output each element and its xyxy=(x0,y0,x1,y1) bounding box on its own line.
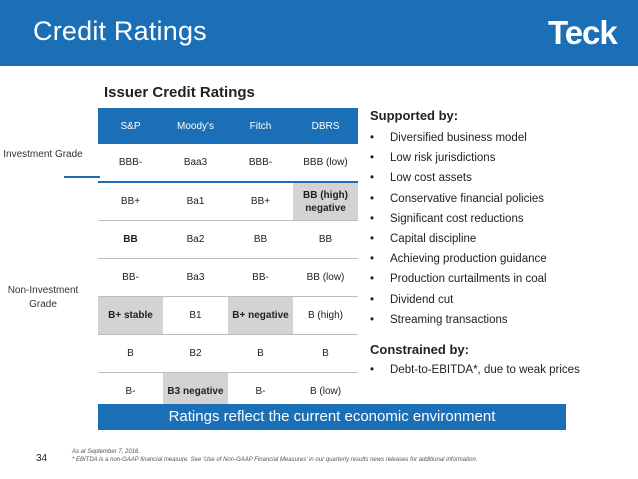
teck-logo: Teck xyxy=(548,14,618,51)
bullet-icon: • xyxy=(370,152,375,165)
table-cell: BB+ xyxy=(98,182,163,221)
table-cell: BB+ xyxy=(228,182,293,221)
table-row: B B2 B B xyxy=(98,334,358,373)
bullet-icon: • xyxy=(370,253,375,266)
list-item: • Diversified business model xyxy=(370,128,547,148)
summary-banner: Ratings reflect the current economic env… xyxy=(98,404,566,430)
table-cell: B xyxy=(228,334,293,373)
table-cell: B (high) xyxy=(293,296,358,335)
footnote-date: As at September 7, 2016. xyxy=(72,449,141,455)
list-item: • Achieving production guidance xyxy=(370,249,547,269)
list-item: • Low cost assets xyxy=(370,168,547,188)
table-row: B+ stable B1 B+ negative B (high) xyxy=(98,296,358,335)
page-title: Credit Ratings xyxy=(33,16,207,46)
list-item: • Capital discipline xyxy=(370,229,547,249)
table-row: BB Ba2 BB BB xyxy=(98,220,358,259)
table-cell: BB (low) xyxy=(293,258,358,297)
table-cell: B xyxy=(293,334,358,373)
table-cell: BBB (low) xyxy=(293,144,358,183)
footnote-ebitda: * EBITDA is a non-GAAP financial measure… xyxy=(72,457,478,463)
table-cell: Baa3 xyxy=(163,144,228,183)
table-cell: BBB- xyxy=(228,144,293,183)
table-cell: BB- xyxy=(228,258,293,297)
list-item: • Significant cost reductions xyxy=(370,209,547,229)
table-cell: B1 xyxy=(163,296,228,335)
bullet-icon: • xyxy=(370,273,375,286)
footnotes: As at September 7, 2016. * EBITDA is a n… xyxy=(72,448,477,464)
table-row: BB- Ba3 BB- BB (low) xyxy=(98,258,358,297)
grade-divider-line xyxy=(64,176,100,178)
table-cell-current-dbrs: BB (high) negative xyxy=(293,182,358,221)
list-item: • Conservative financial policies xyxy=(370,189,547,209)
bullet-icon: • xyxy=(370,192,375,205)
list-item: • Debt-to-EBITDA*, due to weak prices xyxy=(370,360,580,380)
page-number: 34 xyxy=(36,453,48,464)
column-header-moodys: Moody's xyxy=(163,108,228,144)
bullet-icon: • xyxy=(370,172,375,185)
constrained-by-heading: Constrained by: xyxy=(370,342,469,357)
table-cell: B2 xyxy=(163,334,228,373)
table-cell: BBB- xyxy=(98,144,163,183)
bullet-icon: • xyxy=(370,232,375,245)
table-row: BB+ Ba1 BB+ BB (high) negative xyxy=(98,182,358,221)
table-cell: BB xyxy=(293,220,358,259)
list-item: • Streaming transactions xyxy=(370,310,547,330)
table-cell-current-fitch: B+ negative xyxy=(228,296,293,335)
bullet-icon: • xyxy=(370,293,375,306)
table-cell: BB xyxy=(98,220,163,259)
supported-by-heading: Supported by: xyxy=(370,108,459,123)
non-investment-grade-label: Non-Investment Grade xyxy=(7,285,79,310)
table-row: BBB- Baa3 BBB- BBB (low) xyxy=(98,144,358,183)
table-cell: Ba3 xyxy=(163,258,228,297)
column-header-sp: S&P xyxy=(98,108,163,144)
list-item: • Low risk jurisdictions xyxy=(370,148,547,168)
constrained-by-list: • Debt-to-EBITDA*, due to weak prices xyxy=(370,360,580,380)
table-cell: B xyxy=(98,334,163,373)
table-cell-current-sp: B+ stable xyxy=(98,296,163,335)
bullet-icon: • xyxy=(370,132,375,144)
list-item: • Dividend cut xyxy=(370,290,547,310)
table-cell: BB- xyxy=(98,258,163,297)
table-cell: Ba1 xyxy=(163,182,228,221)
table-cell: BB xyxy=(228,220,293,259)
table-cell: Ba2 xyxy=(163,220,228,259)
bullet-icon: • xyxy=(370,212,375,225)
table-header-row: S&P Moody's Fitch DBRS xyxy=(98,108,358,144)
ratings-table: S&P Moody's Fitch DBRS BBB- Baa3 BBB- BB… xyxy=(98,108,358,411)
column-header-dbrs: DBRS xyxy=(293,108,358,144)
bullet-icon: • xyxy=(370,313,375,326)
supported-by-list: • Diversified business model • Low risk ju… xyxy=(370,128,547,330)
list-item: • Production curtailments in coal xyxy=(370,269,547,289)
table-title: Issuer Credit Ratings xyxy=(104,84,255,101)
investment-grade-label: Investment Grade xyxy=(3,149,83,160)
bullet-icon: • xyxy=(370,364,375,376)
column-header-fitch: Fitch xyxy=(228,108,293,144)
header-bar: Credit Ratings Teck xyxy=(0,0,638,66)
